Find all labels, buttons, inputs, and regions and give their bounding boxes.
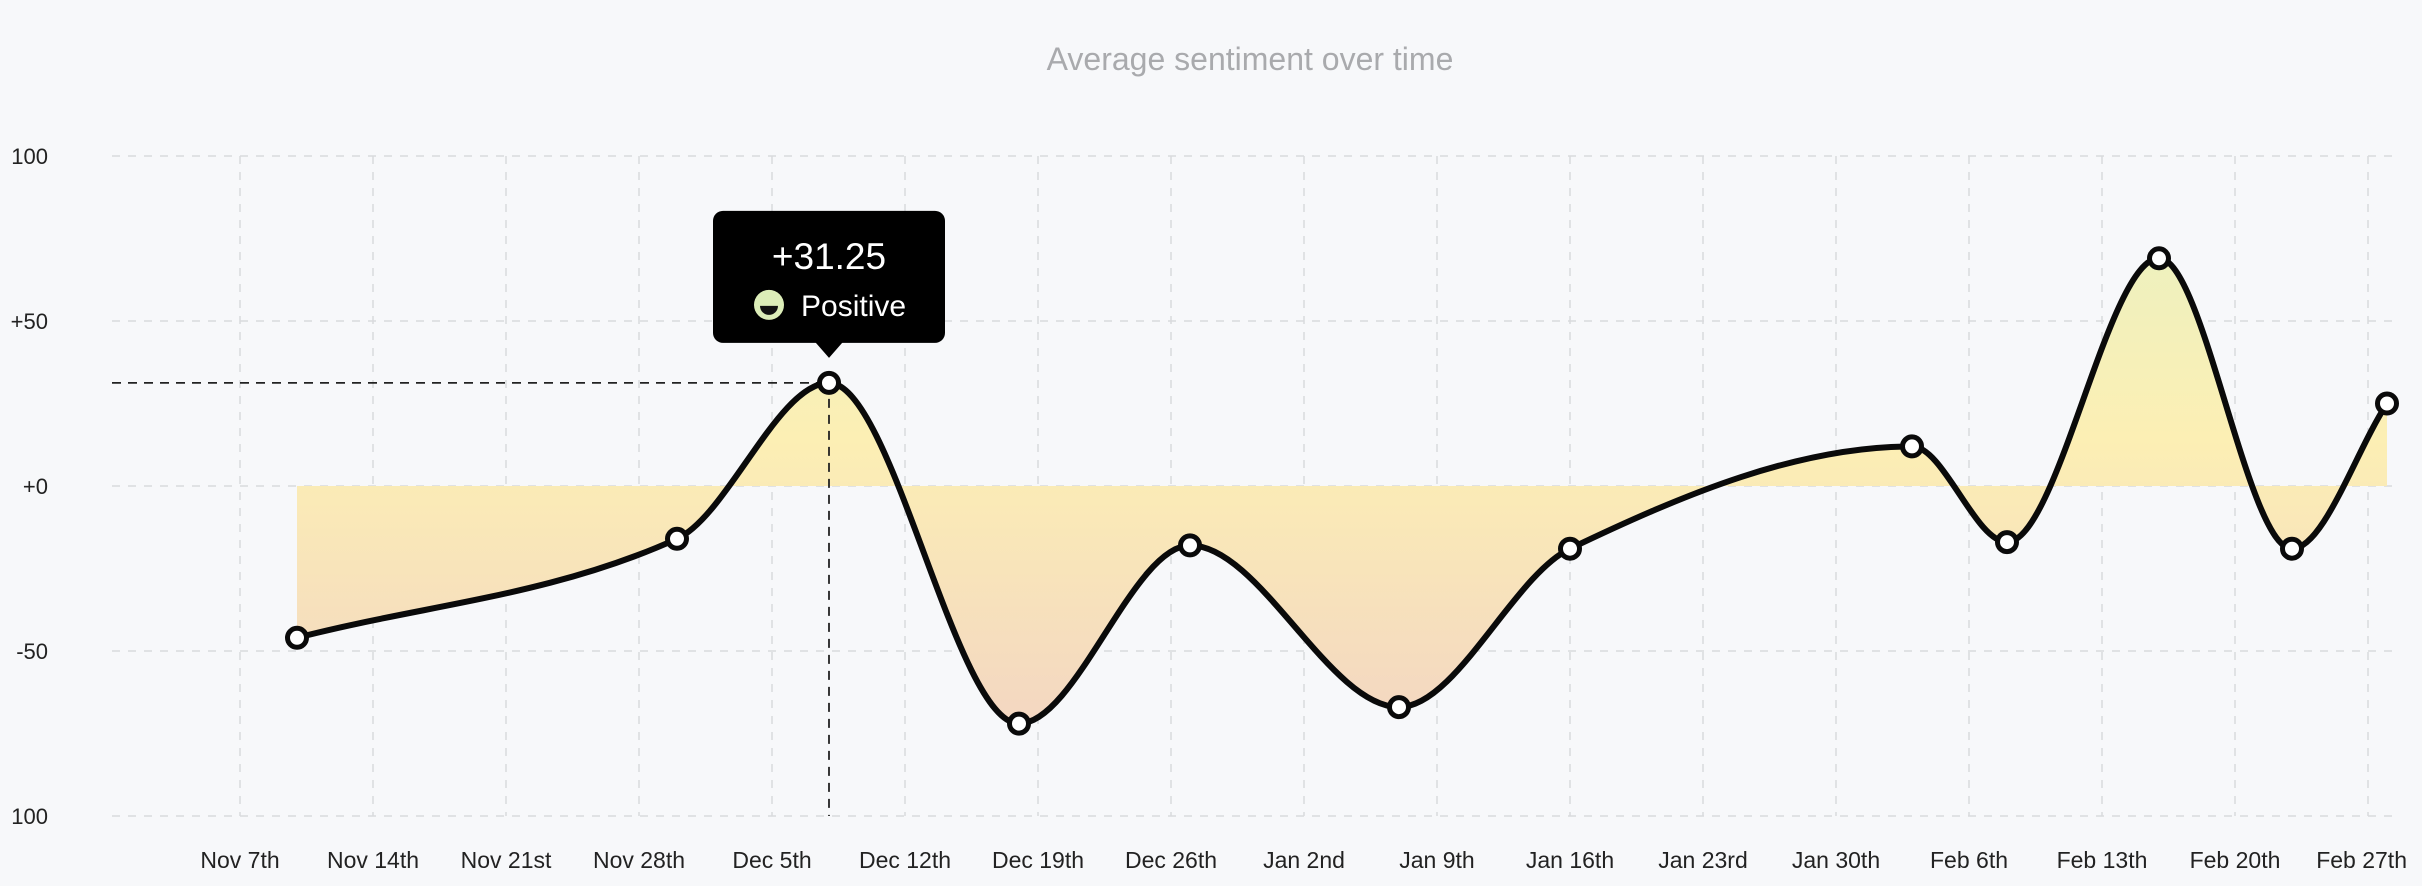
x-tick-label: Feb 27th <box>2316 847 2407 873</box>
x-tick-label: Nov 21st <box>461 847 552 873</box>
data-point[interactable] <box>1558 536 1582 561</box>
y-tick-label: 100 <box>11 804 48 829</box>
x-tick-label: Jan 2nd <box>1263 847 1345 873</box>
x-tick-label: Nov 14th <box>327 847 419 873</box>
data-point[interactable] <box>1178 533 1202 558</box>
data-points <box>285 246 2399 736</box>
icon-face <box>754 289 784 320</box>
data-point[interactable] <box>1900 434 1924 459</box>
crosshair <box>112 381 830 816</box>
x-tick-label: Feb 6th <box>1930 847 2008 873</box>
y-tick-label: -50 <box>16 639 48 664</box>
tooltip: +31.25 Positive <box>713 210 945 358</box>
sentiment-area <box>297 258 2387 724</box>
chart-title: Average sentiment over time <box>1047 41 1454 77</box>
tooltip-box <box>713 210 945 343</box>
x-tick-label: Nov 7th <box>200 847 279 873</box>
data-point[interactable] <box>2375 391 2399 416</box>
y-tick-label: 100 <box>11 144 48 169</box>
data-point[interactable] <box>2280 536 2304 561</box>
data-point[interactable] <box>2147 246 2171 271</box>
positive-sentiment-icon <box>754 289 784 320</box>
icon-smile <box>760 305 778 315</box>
x-tick-label: Jan 30th <box>1792 847 1880 873</box>
x-tick-label: Jan 9th <box>1399 847 1474 873</box>
x-tick-label: Jan 16th <box>1526 847 1614 873</box>
y-axis-ticks: 100 +50 +0 -50 100 <box>11 144 48 829</box>
x-tick-label: Jan 23rd <box>1658 847 1748 873</box>
data-point[interactable] <box>1007 711 1031 736</box>
y-tick-label: +0 <box>23 474 48 499</box>
data-point[interactable] <box>285 625 309 650</box>
data-point[interactable] <box>1995 530 2019 555</box>
x-tick-label: Feb 13th <box>2057 847 2148 873</box>
tooltip-label: Positive <box>801 290 906 323</box>
x-tick-label: Dec 26th <box>1125 847 1217 873</box>
data-point[interactable] <box>1387 695 1411 720</box>
x-tick-label: Nov 28th <box>593 847 685 873</box>
x-tick-label: Dec 12th <box>859 847 951 873</box>
y-tick-label: +50 <box>11 309 48 334</box>
tooltip-value: +31.25 <box>772 236 886 277</box>
x-tick-label: Feb 20th <box>2190 847 2281 873</box>
x-axis-ticks: Nov 7th Nov 14th Nov 21st Nov 28th Dec 5th De… <box>200 847 2407 873</box>
x-tick-label: Dec 19th <box>992 847 1084 873</box>
tooltip-arrow <box>815 341 843 358</box>
data-point[interactable] <box>817 370 841 395</box>
data-point[interactable] <box>665 526 689 551</box>
x-tick-label: Dec 5th <box>732 847 811 873</box>
